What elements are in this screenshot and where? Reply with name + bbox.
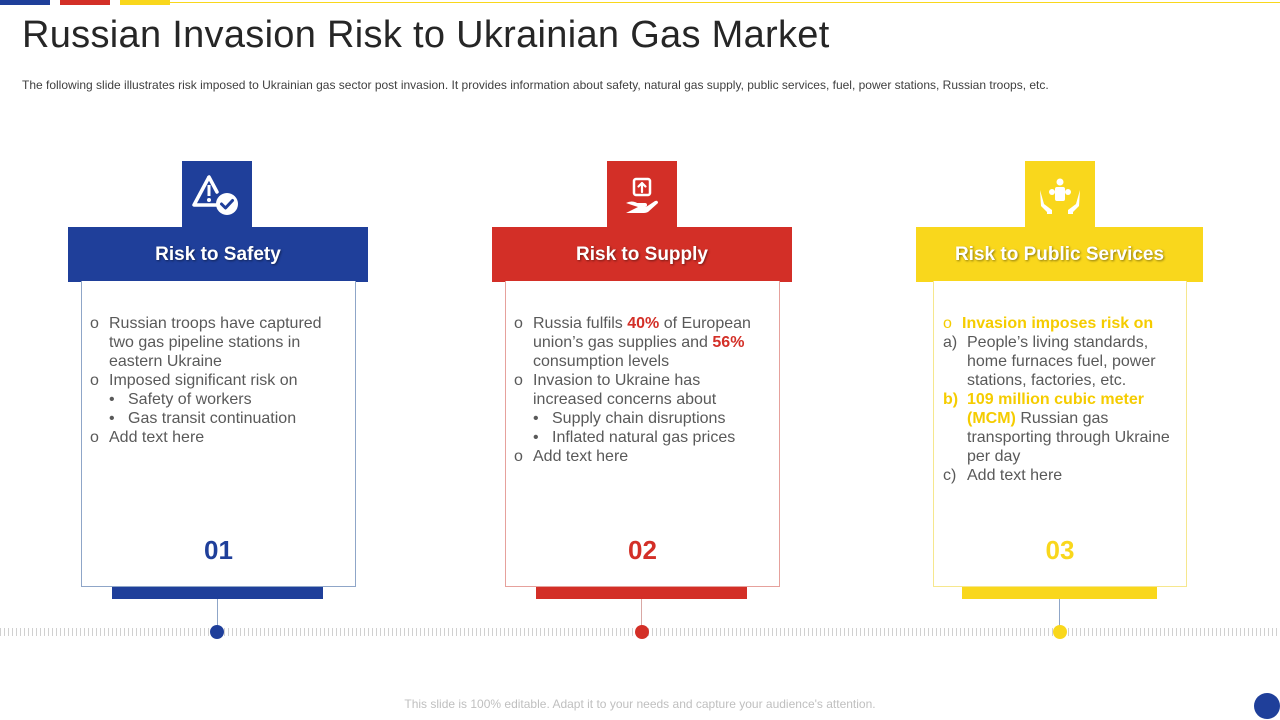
timeline-dot-blue [210,625,224,639]
page-title: Russian Invasion Risk to Ukrainian Gas M… [22,14,830,56]
safety-icon-box [182,161,252,231]
connector-line [641,599,642,627]
card-safety-content: o Russian troops have captured two gas pi… [90,314,335,447]
list-item: a) People’s living standards, home furnac… [943,334,1156,389]
card-supply [505,281,780,587]
card-footer-bar-safety [112,587,323,599]
list-item: c) Add text here [943,467,1063,484]
warning-check-icon [192,175,238,215]
footer-note: This slide is 100% editable. Adapt it to… [404,697,876,711]
timeline-dot-red [635,625,649,639]
list-item: o Russia fulfils 40% of European union’s… [514,315,751,370]
hand-upload-icon [626,177,658,213]
top-accent-yellow [120,0,170,5]
card-header-safety: Risk to Safety [68,227,368,282]
list-item: o Russian troops have captured two gas pi… [90,315,322,370]
card-number-01: 01 [204,535,233,565]
list-item: o Add text here [90,429,205,446]
list-item: o Invasion imposes risk on [943,315,1154,332]
card-safety [81,281,356,587]
page-subtitle: The following slide illustrates risk imp… [22,78,1049,92]
top-accent-red [60,0,110,5]
list-item: o Imposed significant risk on [90,372,298,389]
list-sub-item: • Safety of workers [109,391,252,408]
top-accent-line [170,2,1280,3]
card-number-02: 02 [628,535,657,565]
connector-line [1059,599,1060,627]
people-protection-icon [1040,178,1080,214]
card-footer-bar-public-services [962,587,1157,599]
list-sub-item: • Gas transit continuation [109,410,297,427]
card-footer-bar-supply [536,587,747,599]
list-item: o Add text here [514,448,629,465]
card-public-services [933,281,1187,587]
public-services-icon-box [1025,161,1095,231]
list-item: b) 109 million cubic meter (MCM) Russian … [943,391,1170,465]
connector-line [217,599,218,627]
corner-decoration [1254,693,1280,719]
card-supply-content: o Russia fulfils 40% of European union’s… [514,314,759,466]
supply-icon-box [607,161,677,231]
card-public-services-content: o Invasion imposes risk on a) People’s liv… [943,314,1178,485]
list-item: o Invasion to Ukraine has increased conce… [514,372,717,408]
card-header-supply: Risk to Supply [492,227,792,282]
card-header-public-services: Risk to Public Services [916,227,1203,282]
list-sub-item: • Supply chain disruptions [533,410,726,427]
top-accent-blue [0,0,50,5]
card-number-03: 03 [1045,535,1075,565]
list-sub-item: • Inflated natural gas prices [533,429,736,446]
timeline-dot-yellow [1053,625,1067,639]
